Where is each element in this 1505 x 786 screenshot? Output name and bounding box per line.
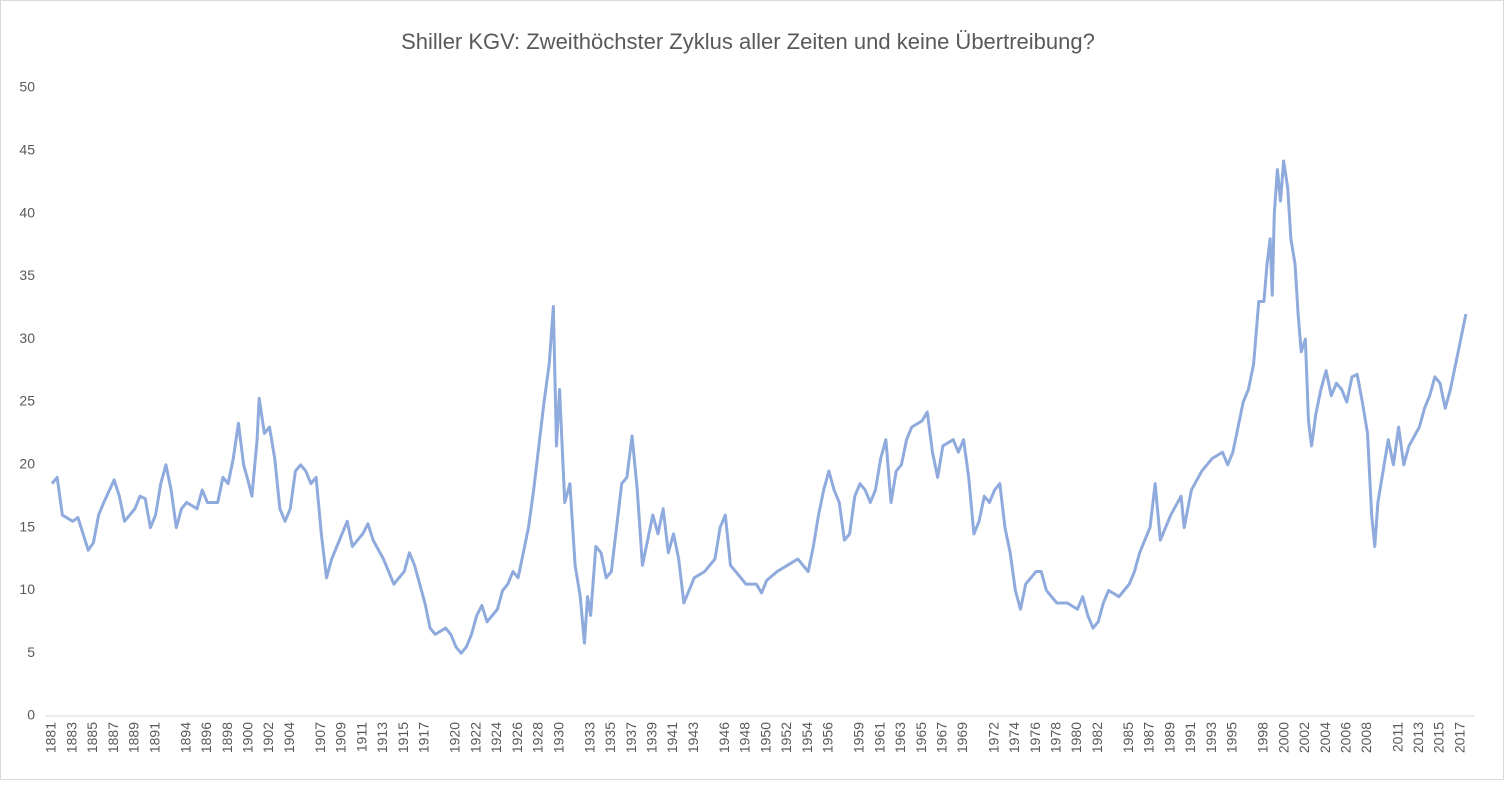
x-tick-label: 1980 (1068, 722, 1084, 753)
x-tick-label: 1946 (716, 722, 732, 753)
x-tick-label: 2013 (1410, 722, 1426, 753)
x-tick-label: 1974 (1006, 722, 1022, 753)
x-tick-label: 2002 (1296, 722, 1312, 753)
x-tick-label: 2011 (1389, 722, 1405, 752)
x-tick-label: 1939 (643, 722, 659, 753)
x-tick-label: 1956 (820, 722, 836, 753)
x-tick-label: 1982 (1089, 722, 1105, 753)
x-tick-label: 1894 (177, 722, 193, 753)
x-tick-label: 1904 (281, 722, 297, 753)
x-tick-label: 2017 (1451, 722, 1467, 753)
y-tick-label: 35 (19, 267, 35, 283)
y-tick-label: 50 (19, 79, 35, 95)
x-tick-label: 1922 (467, 722, 483, 753)
x-tick-label: 2015 (1431, 722, 1447, 753)
x-tick-label: 1920 (447, 722, 463, 753)
x-tick-label: 1889 (126, 722, 142, 753)
data-line (50, 159, 1468, 655)
x-tick-label: 1963 (892, 722, 908, 753)
x-tick-label: 1995 (1224, 722, 1240, 753)
x-tick-label: 1978 (1047, 722, 1063, 753)
x-tick-label: 1896 (198, 722, 214, 753)
x-tick-label: 1948 (737, 722, 753, 753)
chart-title: Shiller KGV: Zweithöchster Zyklus aller … (401, 29, 1095, 54)
x-tick-label: 1930 (550, 722, 566, 753)
x-tick-label: 1928 (530, 722, 546, 753)
x-tick-label: 1991 (1182, 722, 1198, 753)
x-tick-label: 1909 (333, 722, 349, 753)
x-tick-label: 1969 (954, 722, 970, 753)
x-tick-label: 1883 (63, 722, 79, 753)
y-tick-label: 30 (19, 330, 35, 346)
x-tick-label: 1898 (219, 722, 235, 753)
y-tick-label: 20 (19, 456, 35, 472)
x-tick-label: 1926 (509, 722, 525, 753)
x-tick-label: 1887 (105, 722, 121, 753)
y-tick-label: 45 (19, 142, 35, 158)
x-tick-label: 1881 (43, 722, 59, 753)
x-tick-label: 1967 (934, 722, 950, 753)
x-tick-label: 2004 (1317, 722, 1333, 753)
y-tick-label: 40 (19, 204, 35, 220)
x-tick-label: 2008 (1358, 722, 1374, 753)
y-tick-label: 10 (19, 581, 35, 597)
x-tick-label: 1987 (1141, 722, 1157, 753)
x-tick-label: 1976 (1027, 722, 1043, 753)
x-tick-label: 1913 (374, 722, 390, 753)
x-tick-label: 1924 (488, 722, 504, 753)
x-tick-label: 1954 (799, 722, 815, 753)
x-tick-label: 2000 (1275, 722, 1291, 753)
x-tick-label: 1952 (778, 722, 794, 753)
x-tick-label: 1933 (581, 722, 597, 753)
x-tick-label: 1950 (757, 722, 773, 753)
y-tick-label: 5 (27, 644, 35, 660)
x-tick-label: 1935 (602, 722, 618, 753)
x-tick-label: 1900 (240, 722, 256, 753)
x-tick-label: 2006 (1338, 722, 1354, 753)
x-tick-label: 1915 (395, 722, 411, 753)
y-tick-label: 15 (19, 518, 35, 534)
x-tick-label: 1941 (664, 722, 680, 753)
x-tick-label: 1998 (1255, 722, 1271, 753)
x-tick-label: 1989 (1161, 722, 1177, 753)
x-tick-label: 1985 (1120, 722, 1136, 753)
x-tick-label: 1891 (146, 722, 162, 753)
x-tick-label: 1907 (312, 722, 328, 753)
x-tick-label: 1902 (260, 722, 276, 753)
x-tick-label: 1965 (913, 722, 929, 753)
x-tick-label: 1943 (685, 722, 701, 753)
y-tick-label: 25 (19, 393, 35, 409)
x-tick-label: 1972 (985, 722, 1001, 753)
x-tick-label: 1917 (416, 722, 432, 753)
x-tick-label: 1937 (623, 722, 639, 753)
x-tick-label: 1993 (1203, 722, 1219, 753)
x-tick-label: 1911 (353, 722, 369, 752)
y-tick-label: 0 (27, 707, 35, 723)
x-tick-label: 1959 (851, 722, 867, 753)
x-tick-label: 1961 (871, 722, 887, 753)
x-tick-label: 1885 (84, 722, 100, 753)
